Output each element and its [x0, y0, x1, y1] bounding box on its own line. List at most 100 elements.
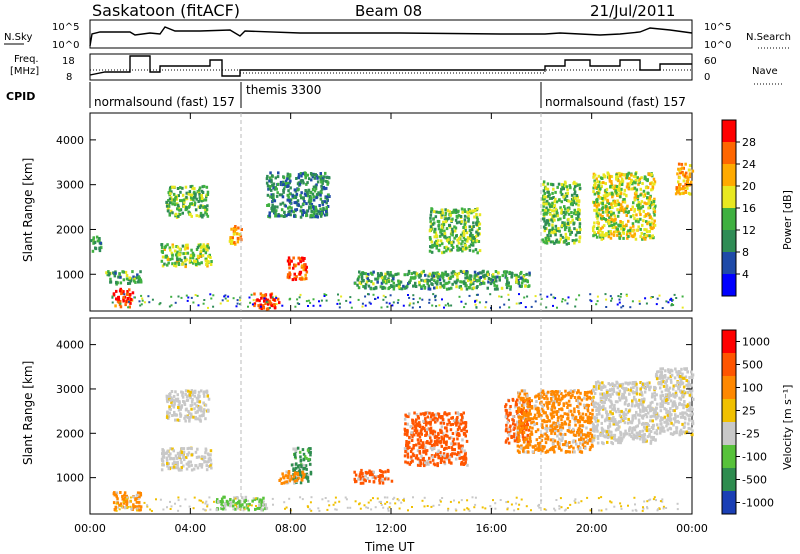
echo-cell — [312, 212, 316, 215]
echo-cell — [405, 441, 408, 445]
echo-cell — [284, 179, 288, 183]
echo-cell — [598, 384, 601, 388]
echo-cell — [622, 236, 625, 240]
echo-cell — [620, 177, 624, 181]
echo-cell — [510, 436, 513, 439]
echo-cell — [534, 395, 537, 399]
echo-cell — [185, 462, 189, 466]
echo-cell — [428, 298, 431, 301]
echo-cell — [424, 463, 427, 467]
echo-cell — [548, 448, 552, 452]
echo-cell — [417, 441, 420, 445]
echo-cell — [684, 182, 687, 186]
echo-cell — [304, 193, 308, 197]
echo-cell — [642, 400, 645, 404]
echo-cell — [420, 285, 423, 289]
echo-cell — [300, 277, 304, 281]
echo-cell — [179, 414, 182, 418]
echo-cell — [549, 397, 553, 400]
echo-cell — [392, 277, 395, 281]
echo-cell — [591, 412, 594, 416]
echo-cell — [515, 276, 518, 280]
echo-cell — [462, 226, 465, 229]
echo-cell — [651, 185, 655, 189]
echo-cell — [634, 391, 637, 394]
echo-cell — [478, 271, 482, 275]
echo-cell — [642, 437, 645, 441]
echo-cell — [477, 272, 480, 276]
echo-cell — [541, 434, 544, 438]
echo-cell — [135, 276, 138, 280]
echo-cell — [552, 411, 555, 415]
echo-cell — [633, 208, 636, 211]
echo-cell — [275, 303, 278, 306]
echo-cell — [475, 286, 478, 290]
echo-cell — [455, 281, 458, 285]
echo-cell — [170, 304, 173, 307]
echo-cell — [458, 237, 461, 240]
echo-cell — [171, 462, 175, 466]
echo-cell — [544, 208, 547, 212]
echo-cell — [579, 446, 582, 450]
echo-cell — [197, 200, 200, 203]
echo-cell — [391, 274, 394, 278]
echo-cell — [459, 269, 463, 273]
echo-cell — [407, 412, 411, 416]
echo-cell — [607, 235, 611, 239]
echo-cell — [326, 180, 329, 184]
echo-cell — [202, 302, 205, 305]
echo-cell — [583, 420, 586, 424]
echo-cell — [231, 239, 234, 242]
echo-cell — [283, 210, 286, 214]
echo-cell — [296, 302, 299, 305]
echo-cell — [576, 445, 580, 449]
echo-cell — [653, 210, 657, 214]
echo-cell — [578, 411, 581, 415]
echo-cell — [184, 197, 187, 201]
echo-cell — [456, 278, 459, 282]
echo-cell — [566, 441, 569, 445]
echo-cell — [364, 304, 367, 307]
echo-cell — [546, 390, 550, 394]
echo-cell — [168, 257, 172, 261]
echo-cell — [507, 419, 510, 423]
echo-cell — [517, 435, 520, 439]
echo-cell — [321, 209, 324, 213]
echo-cell — [165, 394, 169, 398]
echo-cell — [170, 190, 173, 194]
echo-cell — [563, 198, 567, 202]
echo-cell — [316, 209, 319, 213]
echo-cell — [169, 398, 172, 402]
echo-cell — [551, 191, 554, 195]
echo-cell — [486, 270, 490, 274]
echo-cell — [202, 410, 205, 414]
echo-cell — [415, 431, 418, 435]
echo-cell — [543, 396, 546, 400]
echo-cell — [194, 260, 197, 263]
echo-cell — [176, 399, 179, 403]
echo-cell — [202, 390, 206, 394]
echo-cell — [176, 245, 180, 249]
echo-cell — [219, 302, 222, 305]
echo-cell — [463, 427, 466, 431]
echo-cell — [572, 427, 575, 431]
echo-cell — [238, 499, 241, 503]
echo-cell — [190, 193, 194, 197]
echo-cell — [118, 272, 121, 276]
echo-cell — [426, 459, 429, 463]
echo-cell — [299, 293, 302, 296]
echo-cell — [294, 449, 297, 453]
echo-cell — [647, 220, 651, 224]
echo-cell — [617, 230, 620, 234]
echo-cell — [240, 228, 243, 231]
echo-cell — [431, 458, 435, 462]
echo-cell — [569, 403, 572, 407]
echo-cell — [313, 173, 316, 177]
echo-cell — [653, 431, 657, 435]
echo-cell — [433, 241, 437, 245]
echo-cell — [403, 447, 407, 451]
echo-cell — [432, 429, 435, 433]
echo-cell — [556, 410, 559, 413]
echo-cell — [614, 184, 617, 188]
echo-cell — [640, 200, 644, 204]
